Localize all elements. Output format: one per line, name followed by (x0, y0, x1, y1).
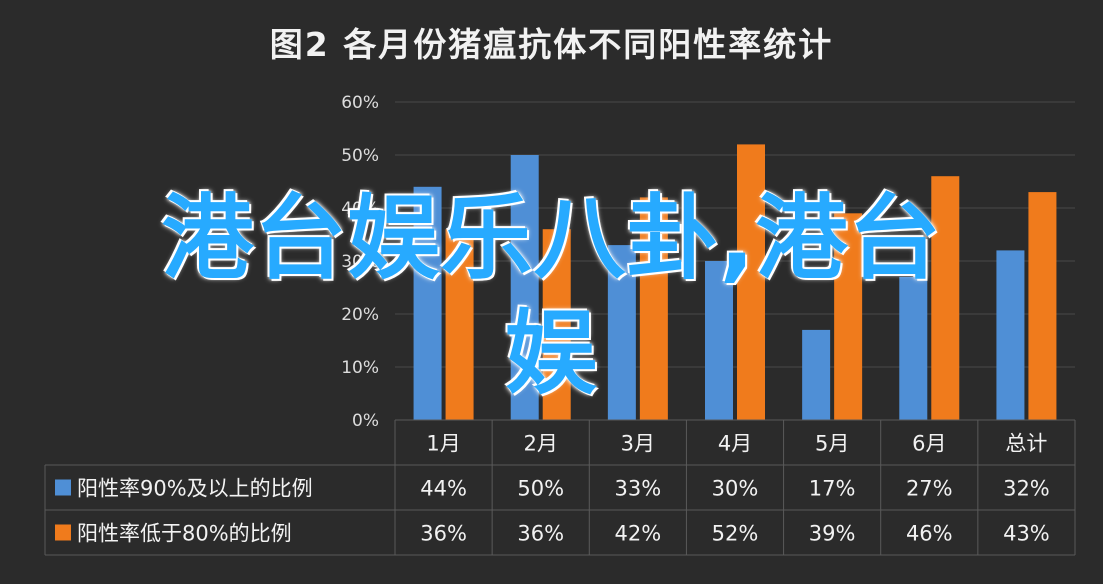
data-label: 30% (712, 477, 759, 501)
bar (413, 186, 442, 420)
bar (542, 229, 571, 420)
legend-label: 阳性率90%及以上的比例 (77, 477, 313, 501)
data-label: 33% (615, 477, 662, 501)
legend-swatch (55, 524, 71, 541)
category-label: 4月 (718, 432, 752, 456)
category-label: 6月 (912, 432, 946, 456)
y-tick-label: 20% (341, 305, 379, 325)
y-tick-label: 10% (341, 358, 379, 378)
bar (1028, 192, 1057, 420)
data-label: 27% (906, 477, 953, 501)
category-label: 2月 (524, 432, 558, 456)
data-label: 44% (420, 477, 467, 501)
data-label: 36% (420, 522, 467, 546)
watermark-overlay-line2: 娱 (504, 300, 598, 407)
bar (834, 213, 863, 420)
y-tick-label: 50% (341, 146, 379, 166)
bar (445, 229, 474, 420)
y-tick-label: 0% (352, 411, 379, 431)
data-label: 39% (809, 522, 856, 546)
category-label: 1月 (426, 432, 460, 456)
y-tick-label: 60% (341, 93, 379, 113)
data-label: 50% (517, 477, 564, 501)
bar (899, 276, 928, 420)
data-label: 42% (615, 522, 662, 546)
data-label: 43% (1003, 522, 1050, 546)
y-tick-label: 30% (341, 252, 379, 272)
bar (510, 155, 539, 420)
chart-title: 图2 各月份猪瘟抗体不同阳性率统计 (269, 25, 834, 64)
category-label: 总计 (1005, 432, 1047, 456)
data-label: 52% (712, 522, 759, 546)
bar (802, 329, 831, 420)
data-label: 46% (906, 522, 953, 546)
bar (639, 197, 668, 420)
data-label: 36% (517, 522, 564, 546)
bar (737, 144, 765, 420)
bar (705, 261, 733, 420)
data-label: 32% (1003, 477, 1050, 501)
legend-label: 阳性率低于80%的比例 (77, 522, 292, 546)
bar (931, 176, 960, 420)
watermark-overlay-line1: 港台娱乐八卦,港台 (161, 185, 942, 292)
bar (996, 250, 1025, 420)
category-label: 3月 (621, 432, 655, 456)
data-label: 17% (809, 477, 856, 501)
bar (607, 245, 636, 420)
legend-swatch (55, 479, 71, 496)
category-label: 5月 (815, 432, 849, 456)
y-tick-label: 40% (341, 199, 379, 219)
